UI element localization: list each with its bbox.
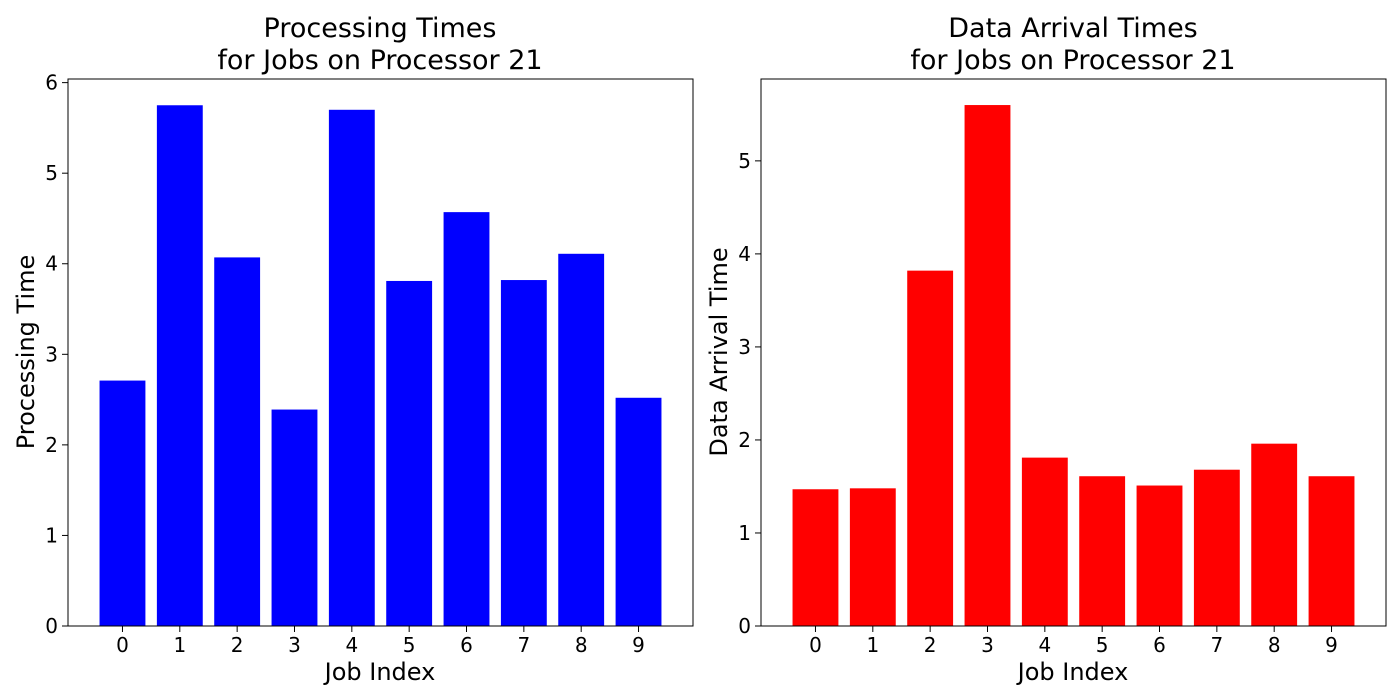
x-tick-label: 0 [809,633,822,657]
bar-job-1 [156,105,203,626]
y-tick-label: 1 [45,523,58,547]
bar-job-4 [328,109,375,627]
y-tick-label: 3 [738,335,751,359]
bar-job-4 [1021,457,1068,626]
y-axis-label: Data Arrival Time [705,247,733,456]
x-tick-label: 0 [116,633,129,657]
x-tick-label: 2 [231,633,244,657]
chart-title-line-2: for Jobs on Processor 21 [217,45,542,76]
x-ticks: 0 1 2 3 4 5 6 7 8 9 [116,626,645,657]
plot-area-frame [760,78,1387,627]
y-tick-label: 6 [45,71,58,95]
bar-job-6 [1136,485,1183,626]
x-tick-label: 8 [1268,633,1281,657]
x-tick-label: 3 [288,633,301,657]
bar-job-2 [907,270,954,626]
y-tick-label: 2 [738,428,751,452]
chart-title-line-2: for Jobs on Processor 21 [910,45,1235,76]
x-tick-label: 6 [1153,633,1166,657]
bar-job-1 [849,488,896,626]
bar-job-2 [214,257,261,626]
x-tick-label: 2 [924,633,937,657]
chart-title-line-1: Data Arrival Times [948,13,1198,44]
x-tick-label: 9 [1325,633,1338,657]
chart-title-line-1: Processing Times [264,13,497,44]
x-tick-label: 9 [632,633,645,657]
x-tick-label: 4 [345,633,358,657]
x-axis-label: Job Index [1016,658,1129,686]
bar-job-8 [558,253,605,627]
bar-job-9 [1308,476,1355,626]
x-ticks: 0 1 2 3 4 5 6 7 8 9 [809,626,1338,657]
x-tick-label: 1 [173,633,186,657]
bar-job-7 [500,280,547,626]
y-axis-label: Processing Time [12,255,40,450]
bar-job-0 [792,489,839,626]
bar-job-5 [386,280,433,626]
y-tick-label: 0 [738,614,751,638]
y-tick-label: 1 [738,521,751,545]
plot-area-frame [67,78,694,627]
bar-job-7 [1193,469,1240,626]
bar-job-0 [99,380,146,626]
y-tick-label: 5 [738,149,751,173]
y-tick-label: 5 [45,161,58,185]
data-arrival-times-chart: Data Arrival Times for Jobs on Processor… [705,13,1387,686]
y-tick-label: 0 [45,614,58,638]
bar-job-3 [964,105,1011,627]
x-tick-label: 4 [1038,633,1051,657]
x-tick-label: 5 [1096,633,1109,657]
bar-job-5 [1079,476,1126,626]
bar-job-9 [615,397,662,626]
x-tick-label: 1 [866,633,879,657]
x-tick-label: 5 [403,633,416,657]
x-axis-label: Job Index [323,658,436,686]
y-tick-label: 4 [45,252,58,276]
bar-job-8 [1251,443,1298,626]
x-tick-label: 7 [517,633,530,657]
y-ticks: 0 1 2 3 4 5 6 [45,71,68,638]
x-tick-label: 7 [1210,633,1223,657]
x-tick-label: 6 [460,633,473,657]
processing-times-chart: Processing Times for Jobs on Processor 2… [12,13,694,686]
y-tick-label: 2 [45,433,58,457]
x-tick-label: 3 [981,633,994,657]
x-tick-label: 8 [575,633,588,657]
y-tick-label: 4 [738,242,751,266]
bars-group [792,105,1355,627]
bar-job-3 [271,409,318,626]
y-ticks: 0 1 2 3 4 5 [738,149,761,638]
bars-group [99,105,662,627]
y-tick-label: 3 [45,342,58,366]
bar-job-6 [443,212,490,626]
